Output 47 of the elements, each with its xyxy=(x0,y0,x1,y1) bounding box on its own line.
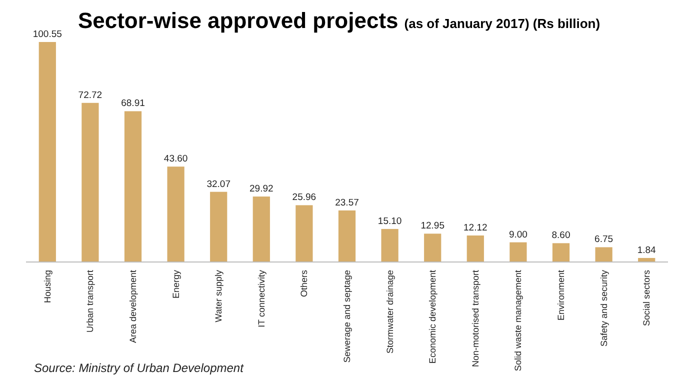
bar xyxy=(424,234,442,262)
bar xyxy=(82,102,99,262)
x-tick-label: Urban transport xyxy=(85,270,96,333)
bar xyxy=(210,192,228,262)
data-label: 43.60 xyxy=(164,154,188,165)
data-label: 1.84 xyxy=(637,244,656,256)
data-label: 72.72 xyxy=(78,90,102,101)
x-tick-label: Housing xyxy=(42,270,52,304)
bar xyxy=(38,42,56,262)
data-label: 29.92 xyxy=(250,184,274,195)
data-label: 68.91 xyxy=(121,98,145,110)
x-tick-label: Area development xyxy=(128,270,138,344)
x-tick-label: Safety and security xyxy=(598,270,609,347)
x-tick-label: Sewerage and septage xyxy=(342,270,352,363)
data-label: 100.55 xyxy=(32,29,62,40)
x-tick-label: Solid waste management xyxy=(513,270,524,372)
bar xyxy=(124,111,142,262)
data-label: 32.07 xyxy=(206,178,230,190)
x-tick-label: Social sectors xyxy=(642,270,652,326)
bar xyxy=(338,210,356,262)
x-tick-label: Stormwater drainage xyxy=(384,270,395,354)
bar xyxy=(252,196,270,262)
bar xyxy=(296,205,313,262)
chart-title: Sector-wise approved projects xyxy=(78,8,398,33)
x-tick-label: Environment xyxy=(556,270,566,321)
data-label: 9.00 xyxy=(508,229,528,240)
data-label: 12.12 xyxy=(464,222,488,234)
x-tick-label: Energy xyxy=(170,270,181,299)
bar xyxy=(552,243,570,262)
data-label: 25.96 xyxy=(292,192,316,204)
data-label: 23.57 xyxy=(335,197,359,208)
data-label: 6.75 xyxy=(594,234,614,246)
bar xyxy=(381,228,398,262)
bar xyxy=(466,235,484,262)
data-label: 12.95 xyxy=(420,220,444,232)
bar xyxy=(510,242,527,262)
source-note: Source: Ministry of Urban Development xyxy=(34,361,244,375)
data-label: 15.10 xyxy=(378,216,402,227)
chart-subtitle: (as of January 2017) (Rs billion) xyxy=(404,16,600,31)
x-tick-label: IT connectivity xyxy=(256,270,266,328)
x-tick-label: Others xyxy=(299,270,310,298)
x-tick-label: Non-motorised transport xyxy=(470,270,480,368)
x-tick-label: Economic development xyxy=(428,270,438,364)
data-label: 8.60 xyxy=(552,230,570,242)
bar xyxy=(167,166,184,262)
bar xyxy=(595,247,612,262)
x-tick-label: Water supply xyxy=(214,270,224,322)
